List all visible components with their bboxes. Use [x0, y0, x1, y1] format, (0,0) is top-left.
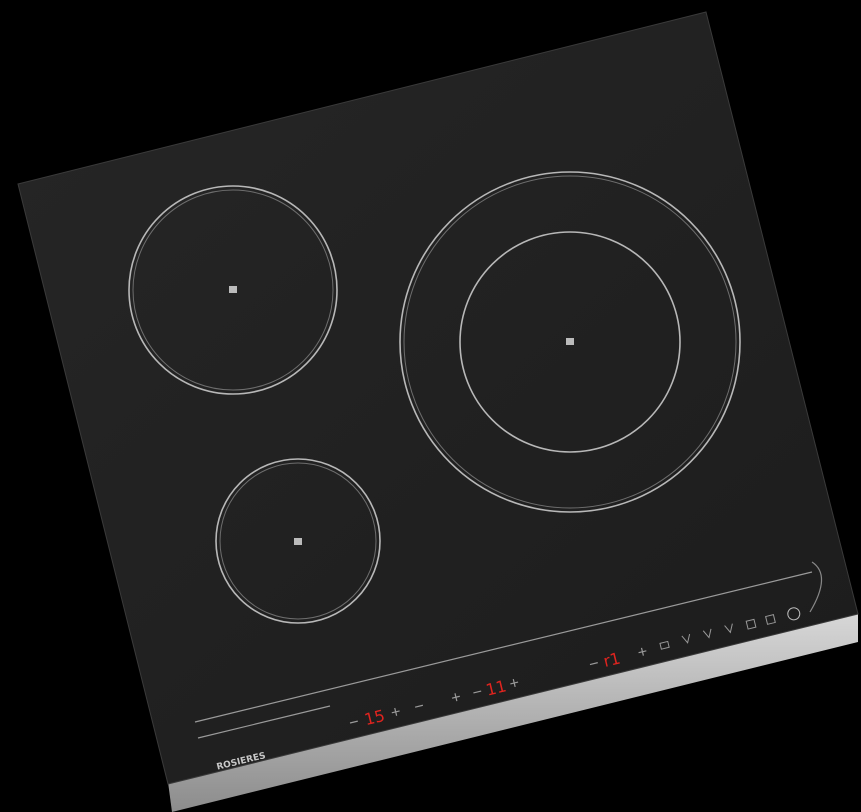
display: r1 — [601, 648, 622, 670]
function-keys[interactable] — [659, 607, 801, 653]
zone-small — [215, 458, 381, 624]
zone-left-top — [128, 185, 338, 395]
control-2[interactable] — [414, 692, 461, 711]
glass-top — [17, 11, 859, 785]
control-3[interactable]: 11 — [471, 673, 520, 702]
zone-large — [399, 171, 741, 513]
display: 15 — [362, 706, 386, 729]
display: 11 — [484, 676, 508, 699]
control-4[interactable]: r1 — [588, 642, 649, 674]
steel-edge — [168, 612, 858, 812]
control-1[interactable]: 15 — [348, 702, 402, 733]
control-strip — [194, 561, 823, 739]
